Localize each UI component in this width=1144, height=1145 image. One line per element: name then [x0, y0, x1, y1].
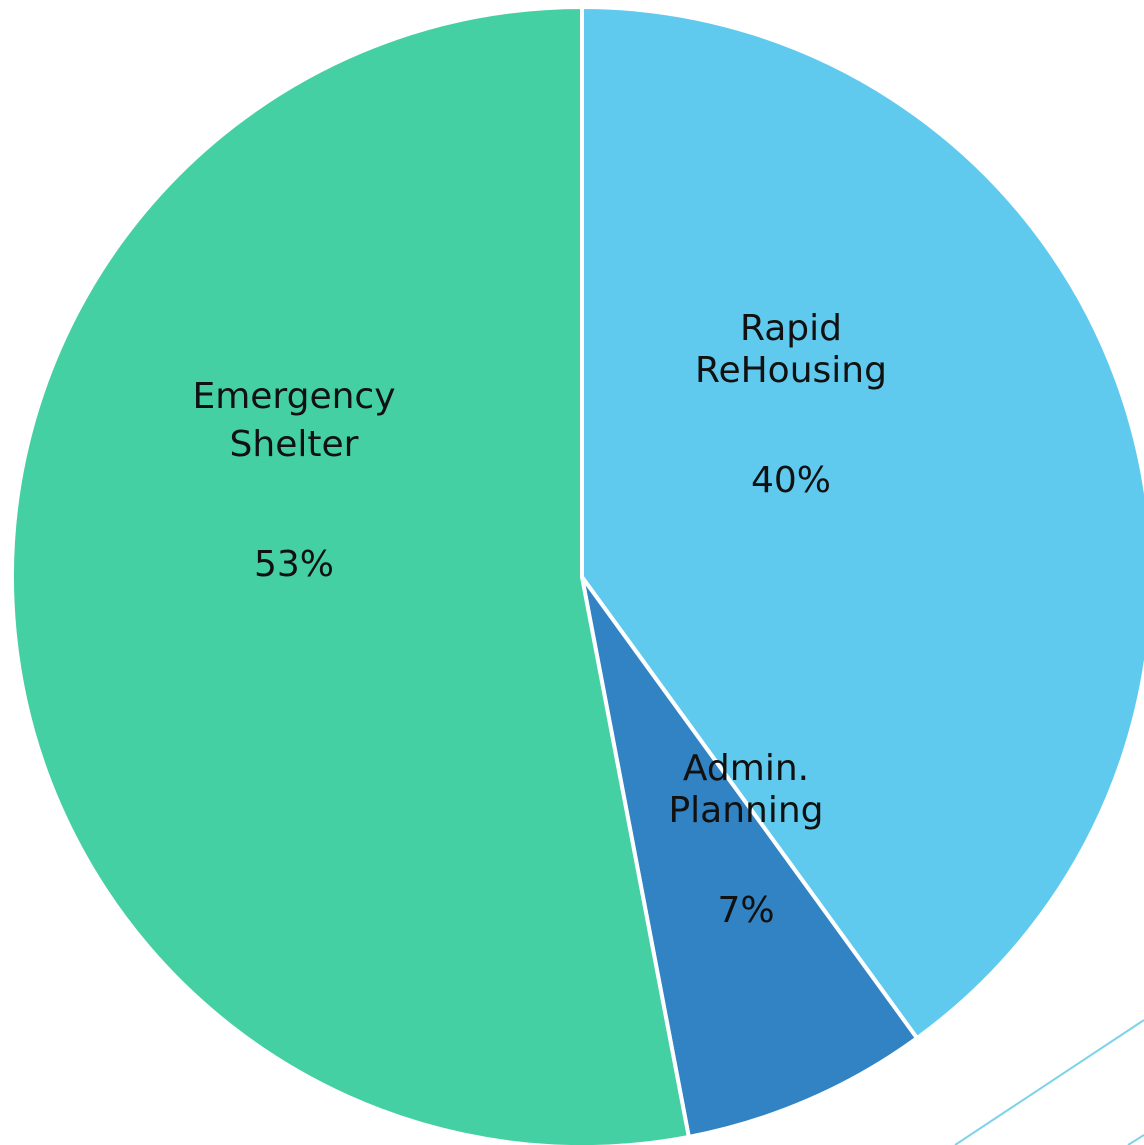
slice-category-label: Planning — [668, 790, 823, 831]
slice-category-label: ReHousing — [695, 350, 887, 391]
pie-slices — [10, 5, 1144, 1145]
slice-label-group: Admin.Planning 7% — [668, 748, 823, 931]
pie-slice-rapid-rehousing — [580, 5, 1144, 1041]
slice-value-label: 53% — [254, 544, 334, 585]
slice-value-label: 7% — [717, 890, 774, 931]
decorative-lines — [954, 1019, 1144, 1145]
slice-label-group: Emergency Shelter 53% — [192, 376, 395, 585]
decorative-accent-line — [954, 1019, 1144, 1145]
pie-slice-admin-planning — [580, 575, 920, 1139]
slice-value-label: 40% — [751, 460, 831, 501]
decorative-accent-line — [1127, 1134, 1144, 1145]
slice-category-label: Rapid — [740, 308, 842, 349]
slice-category-label: Emergency — [192, 376, 395, 417]
pie-slice-emergency-shelter — [10, 5, 691, 1145]
slice-category-label: Admin. — [683, 748, 809, 789]
slice-category-label: Shelter — [230, 424, 359, 465]
